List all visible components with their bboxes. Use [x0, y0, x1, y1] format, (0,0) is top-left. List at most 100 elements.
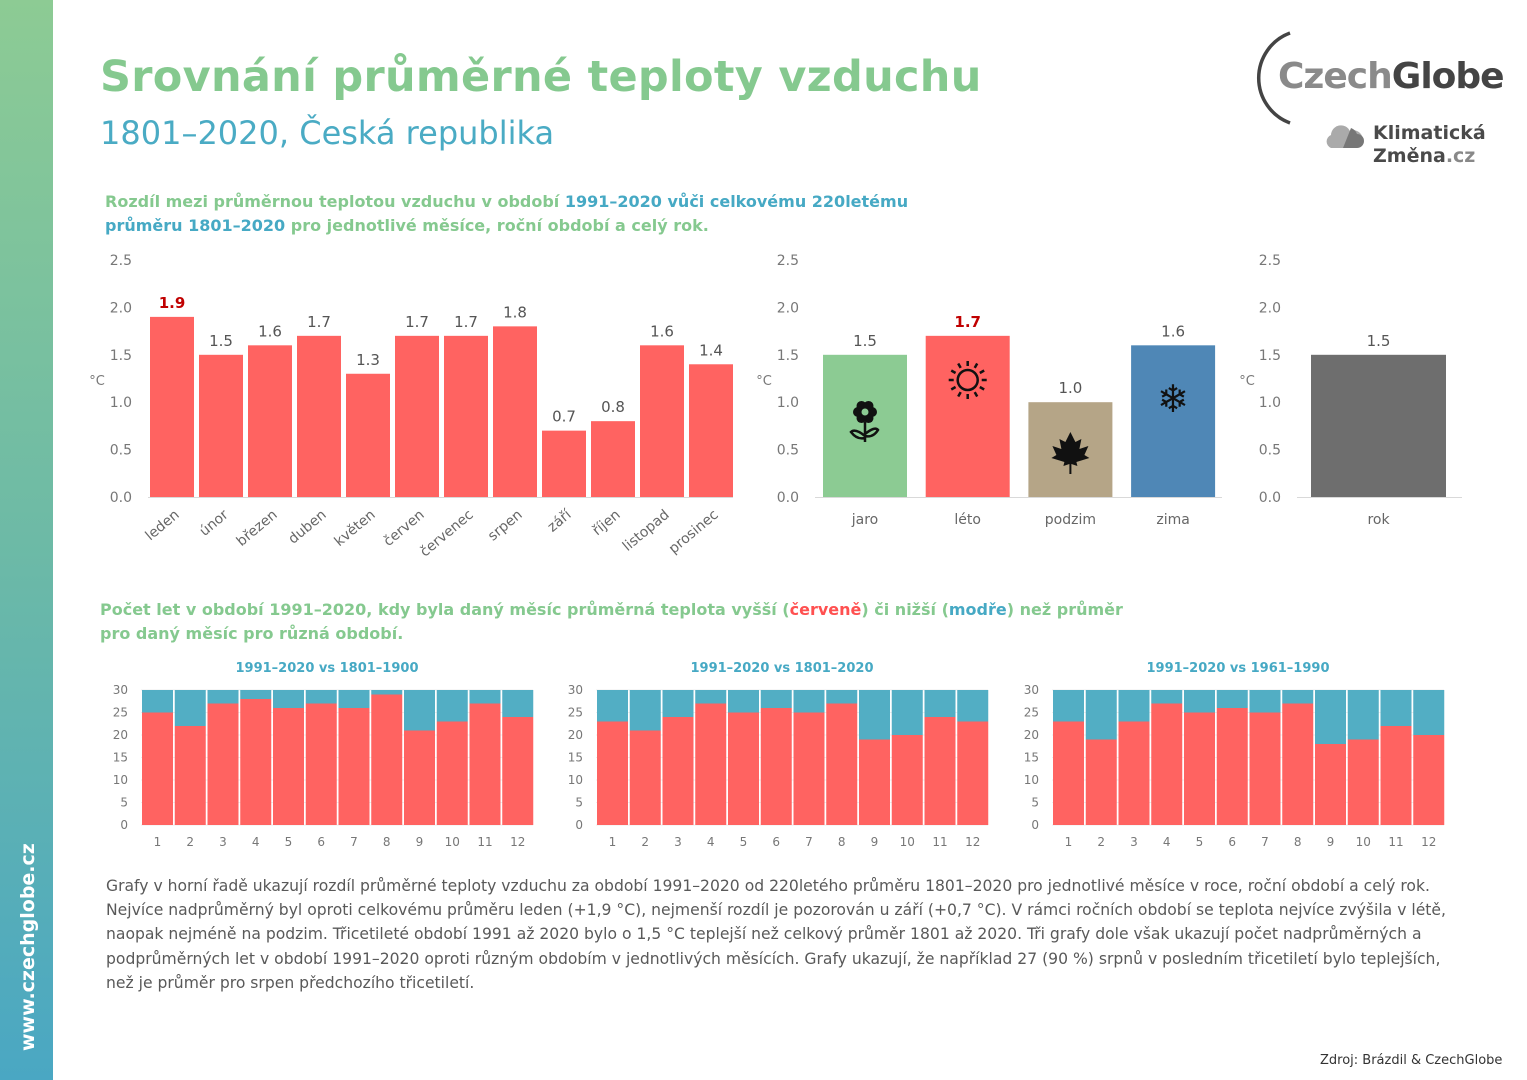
heading-text: Rozdíl mezi průměrnou teplotou vzduchu v…: [105, 192, 565, 211]
x-tick-label: březen: [234, 507, 281, 550]
x-tick-label: 6: [772, 835, 780, 849]
y-axis-unit: °C: [1239, 374, 1255, 389]
logo-text-line2: Změna: [1373, 145, 1446, 167]
bar-above-average: [1380, 726, 1412, 825]
bar-above-average: [1249, 712, 1281, 825]
flower-petal: [856, 400, 867, 411]
bar-below-average: [1053, 690, 1084, 722]
bar-below-average: [404, 690, 435, 731]
bar-prosinec: [689, 364, 733, 497]
y-tick-label: 0: [1031, 818, 1039, 832]
y-tick-label: 0.5: [110, 443, 132, 459]
bar-below-average: [1315, 690, 1346, 744]
bar-leden: [150, 316, 194, 497]
bar-below-average: [1413, 690, 1445, 735]
section-heading-difference: Rozdíl mezi průměrnou teplotou vzduchu v…: [105, 190, 908, 238]
y-tick-label: 5: [1031, 796, 1039, 810]
x-tick-label: 8: [1294, 835, 1302, 849]
x-tick-label: 4: [1163, 835, 1171, 849]
y-tick-label: 5: [575, 796, 583, 810]
bar-červen: [395, 335, 439, 497]
x-tick-label: 6: [317, 835, 325, 849]
y-tick-label: 10: [1024, 773, 1039, 787]
value-label: 1.6: [650, 322, 674, 340]
x-tick-label: 3: [1130, 835, 1138, 849]
bar-above-average: [142, 712, 173, 825]
bar-březen: [248, 345, 292, 497]
y-tick-label: 10: [568, 773, 583, 787]
y-tick-label: 30: [113, 683, 128, 697]
bar-below-average: [1216, 690, 1248, 708]
value-label: 0.7: [552, 408, 576, 426]
logo-text-czech: Czech: [1278, 56, 1393, 97]
heading-text: ) než průměr: [1006, 600, 1123, 619]
heading-highlight: 1991–2020 vůči celkovému 220letému: [564, 192, 909, 211]
snowflake-icon: ❄: [1157, 377, 1189, 421]
x-tick-label: listopad: [620, 507, 673, 555]
source-note: Zdroj: Brázdil & CzechGlobe: [1320, 1053, 1503, 1068]
bar-below-average: [1085, 690, 1117, 740]
logo-wordmark: CzechGlobe: [1278, 56, 1505, 97]
section-heading-counts: Počet let v období 1991–2020, kdy byla d…: [100, 598, 1123, 646]
leaf-shape: [1051, 432, 1090, 474]
bar-listopad: [640, 345, 684, 497]
value-label: 0.8: [601, 398, 625, 416]
bar-below-average: [597, 690, 628, 722]
y-tick-label: 1.0: [1259, 395, 1281, 411]
bar-above-average: [1282, 703, 1314, 825]
x-tick-label: srpen: [485, 507, 525, 545]
x-tick-label: 1: [154, 835, 162, 849]
sun-ray: [950, 369, 957, 375]
bar-below-average: [629, 690, 661, 731]
x-tick-label: červen: [381, 507, 428, 550]
y-tick-label: 15: [113, 751, 128, 765]
x-tick-label: 12: [1421, 835, 1436, 849]
bar-above-average: [502, 717, 534, 825]
y-tick-label: 0: [575, 818, 583, 832]
y-tick-label: 15: [1024, 751, 1039, 765]
heading-text: pro daný měsíc pro různá období.: [100, 624, 404, 643]
bar-above-average: [371, 694, 403, 825]
x-tick-label: 5: [1196, 835, 1204, 849]
bar-září: [542, 430, 586, 497]
value-label: 1.7: [307, 313, 331, 331]
y-tick-label: 1.5: [110, 348, 132, 364]
y-tick-label: 25: [1024, 706, 1039, 720]
x-tick-label: červenec: [417, 507, 476, 560]
bar-léto: [925, 335, 1010, 497]
heading-blue-word: modře: [948, 600, 1007, 619]
bar-above-average: [891, 735, 923, 825]
heading-red-word: červeně: [789, 600, 862, 619]
snowflake-glyph: ❄: [1157, 377, 1189, 421]
bar-below-average: [273, 690, 304, 708]
bar-above-average: [826, 703, 858, 825]
bar-below-average: [662, 690, 694, 717]
x-tick-label: 2: [641, 835, 649, 849]
bar-srpen: [493, 326, 537, 497]
bar-rok: [1311, 354, 1446, 497]
bar-below-average: [1151, 690, 1183, 704]
bar-below-average: [793, 690, 825, 713]
bar-above-average: [597, 721, 628, 825]
flower-petal: [863, 400, 874, 411]
bar-above-average: [859, 739, 890, 825]
value-label: 1.7: [454, 313, 478, 331]
x-tick-label: prosinec: [666, 507, 722, 557]
bar-below-average: [760, 690, 792, 708]
y-axis-unit: °C: [89, 374, 105, 389]
bar-above-average: [1085, 739, 1117, 825]
bar-below-average: [924, 690, 956, 717]
x-tick-label: podzim: [1045, 512, 1096, 528]
bar-above-average: [793, 712, 825, 825]
x-tick-label: jaro: [851, 512, 878, 528]
heading-text: Počet let v období 1991–2020, kdy byla d…: [100, 600, 790, 619]
sun-ray: [957, 391, 962, 398]
x-tick-label: 12: [965, 835, 980, 849]
logo-text-tld: .cz: [1445, 145, 1476, 167]
y-tick-label: 2.5: [1259, 253, 1281, 269]
bar-below-average: [695, 690, 727, 704]
y-tick-label: 5: [120, 796, 128, 810]
chart-1: 0.0 0.5 1.0 1.5 2.0 2.5 °C 1.9 leden 1.5 únor 1.6 bř…: [89, 253, 733, 560]
y-tick-label: 0.5: [1259, 443, 1281, 459]
